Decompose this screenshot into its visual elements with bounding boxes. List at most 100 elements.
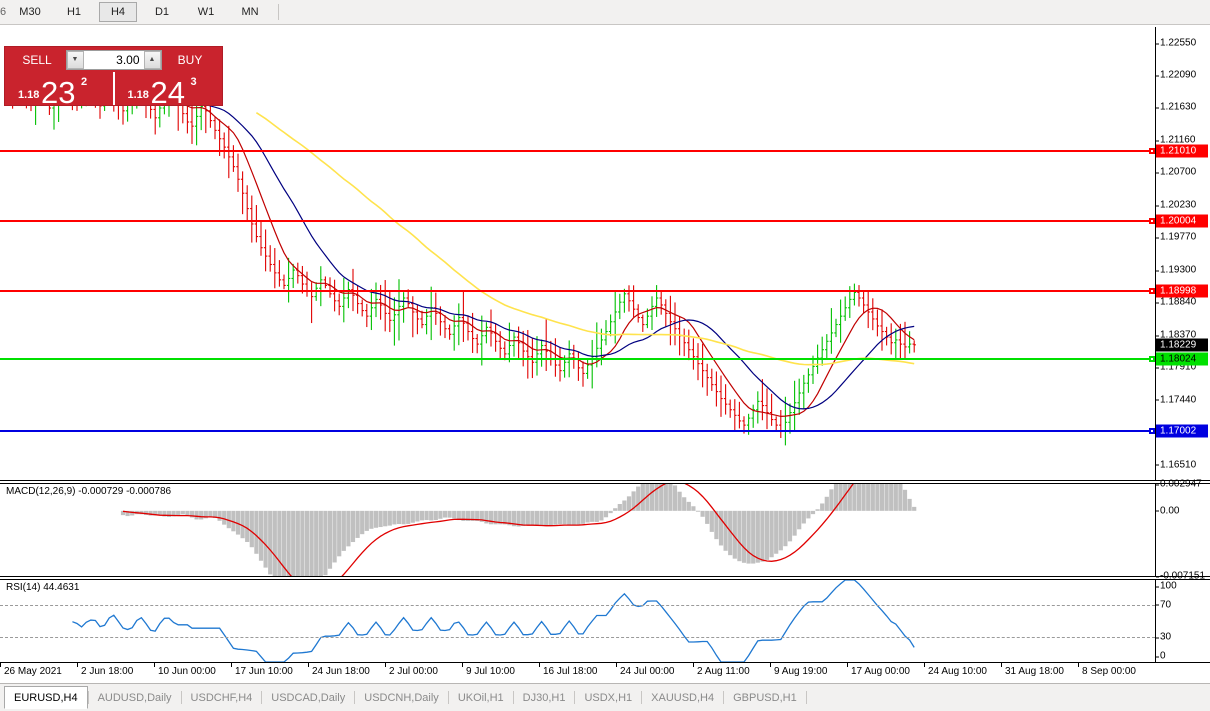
sell-button[interactable]: SELL: [22, 52, 52, 67]
time-tick: [693, 663, 694, 667]
chart-tab-gbpusd-h1[interactable]: GBPUSD,H1: [733, 691, 797, 704]
time-axis: 26 May 2021 2 Jun 18:00 10 Jun 00:00 17 Jun…: [0, 663, 1210, 681]
time-tick: [539, 663, 540, 667]
buy-price-fraction: 3: [190, 76, 197, 88]
tab-divider: [354, 691, 356, 704]
chart-tab-xauusd-h4[interactable]: XAUUSD,H4: [651, 691, 715, 704]
macd-plot-area[interactable]: [0, 484, 1155, 576]
price-tick: 1.21160: [1155, 134, 1196, 146]
rsi-oversold-line: [0, 637, 1155, 639]
level-line-resistance[interactable]: [0, 217, 1155, 224]
timeframe-toolbar: 6 M30 H1 H4 D1 W1 MN: [0, 0, 1210, 25]
price-tick: 1.18840: [1155, 296, 1197, 308]
chart-tab-audusd-daily[interactable]: AUDUSD,Daily: [97, 691, 172, 704]
rsi-svg: [72, 580, 915, 662]
time-tick: [385, 663, 386, 667]
macd-svg: [120, 484, 917, 576]
macd-tick: 0.00: [1155, 505, 1180, 517]
volume-decrease-icon[interactable]: ▼: [66, 50, 84, 69]
time-label: 17 Jun 10:00: [235, 666, 293, 677]
rsi-overbought-line: [0, 604, 1155, 606]
sell-price-fraction: 2: [81, 76, 88, 88]
price-tag-red: 1.21010: [1156, 144, 1208, 158]
volume-input[interactable]: 3.00: [116, 52, 140, 67]
chart-tab-dj30-h1[interactable]: DJ30,H1: [522, 691, 566, 704]
timeframe-h4[interactable]: H4: [99, 2, 137, 22]
time-tick: [308, 663, 309, 667]
level-handle[interactable]: [1149, 147, 1155, 154]
sell-price-main: 23: [41, 75, 76, 105]
chart-tab-usdchf-h4[interactable]: USDCHF,H4: [190, 691, 253, 704]
tab-divider: [723, 691, 725, 704]
price-tag-black: 1.18229: [1156, 338, 1208, 352]
tab-divider: [180, 691, 182, 704]
price-tick: 1.17440: [1155, 394, 1197, 406]
timeframe-m30[interactable]: M30: [19, 6, 41, 18]
level-handle[interactable]: [1149, 217, 1155, 224]
macd-pane[interactable]: MACD(12,26,9) -0.000729 -0.000786 0.0029…: [0, 479, 1210, 582]
time-tick: [154, 663, 155, 667]
chart-tab-bar: EURUSD,H4 AUDUSD,Daily USDCHF,H4 USDCAD,Dai…: [0, 683, 1210, 711]
tab-divider: [87, 691, 89, 704]
time-tick: [924, 663, 925, 667]
macd-tick: -0.007151: [1155, 570, 1206, 582]
chart-tab-usdcad-daily[interactable]: USDCAD,Daily: [271, 691, 346, 704]
time-tick: [231, 663, 232, 667]
timeframe-mn[interactable]: MN: [241, 6, 259, 18]
sell-price-quote[interactable]: 1.18 23 2: [5, 72, 113, 105]
rsi-pane[interactable]: RSI(14) 44.4631 100 70 30 0: [0, 579, 1210, 663]
price-tick: 1.16510: [1155, 459, 1197, 471]
level-line-resistance[interactable]: [0, 147, 1155, 154]
tab-divider: [447, 691, 449, 704]
chart-tab-usdcnh-daily[interactable]: USDCNH,Daily: [364, 691, 439, 704]
price-tag-green: 1.18024: [1156, 352, 1208, 366]
timeframe-h1[interactable]: H1: [66, 6, 82, 18]
price-tick: 1.19300: [1155, 264, 1197, 276]
rsi-label: RSI(14) 44.4631: [4, 582, 82, 593]
chart-tab-usdx-h1[interactable]: USDX,H1: [584, 691, 633, 704]
time-tick: [0, 663, 1, 667]
time-tick: [616, 663, 617, 667]
buy-button[interactable]: BUY: [177, 52, 203, 67]
chart-tab-ukoil-h1[interactable]: UKOil,H1: [457, 691, 504, 704]
volume-increase-icon[interactable]: ▲: [143, 50, 161, 69]
time-tick: [1001, 663, 1002, 667]
level-line-resistance[interactable]: [0, 288, 1155, 295]
rsi-axis: 100 70 30 0: [1155, 580, 1210, 662]
time-label: 24 Aug 10:00: [928, 666, 987, 677]
macd-label: MACD(12,26,9) -0.000729 -0.000786: [4, 486, 174, 497]
time-label: 16 Jul 18:00: [543, 666, 598, 677]
price-tick: 1.22090: [1155, 69, 1197, 81]
time-label: 2 Jun 18:00: [81, 666, 134, 677]
level-handle[interactable]: [1149, 427, 1155, 434]
rsi-tick: 100: [1156, 580, 1177, 592]
level-line-floor[interactable]: [0, 427, 1155, 434]
time-label: 26 May 2021: [4, 666, 62, 677]
tab-divider: [641, 691, 643, 704]
rsi-plot-area[interactable]: [0, 580, 1155, 662]
price-tag-red: 1.20004: [1156, 214, 1208, 228]
candlestick-svg: [6, 49, 916, 446]
buy-price-quote[interactable]: 1.18 24 3: [112, 72, 223, 105]
level-handle[interactable]: [1149, 356, 1155, 363]
price-axis[interactable]: 1.22550 1.22090 1.21630 1.21160 1.20700 1.202…: [1155, 27, 1210, 480]
price-tag-red: 1.18998: [1156, 284, 1208, 298]
price-tick: 1.22550: [1155, 37, 1197, 49]
volume-stepper[interactable]: ▼ 3.00 ▲: [65, 49, 162, 70]
chart-tab-eurusd-h4[interactable]: EURUSD,H4: [4, 686, 88, 709]
buy-price-main: 24: [150, 75, 185, 105]
timeframe-d1[interactable]: D1: [154, 6, 170, 18]
toolbar-overflow-indicator: 6: [0, 6, 7, 18]
level-handle[interactable]: [1149, 288, 1155, 295]
one-click-trading-panel[interactable]: SELL ▼ 3.00 ▲ BUY 1.18 23 2 1.18 24 3: [4, 46, 223, 106]
time-label: 24 Jun 18:00: [312, 666, 370, 677]
time-label: 2 Aug 11:00: [697, 666, 750, 677]
rsi-tick: 70: [1155, 599, 1172, 611]
price-plot-area[interactable]: [0, 27, 1155, 480]
level-line-support[interactable]: [0, 356, 1155, 363]
timeframe-w1[interactable]: W1: [197, 6, 215, 18]
price-tick: 1.20700: [1155, 166, 1197, 178]
time-tick: [77, 663, 78, 667]
time-label: 24 Jul 00:00: [620, 666, 675, 677]
time-tick: [847, 663, 848, 667]
